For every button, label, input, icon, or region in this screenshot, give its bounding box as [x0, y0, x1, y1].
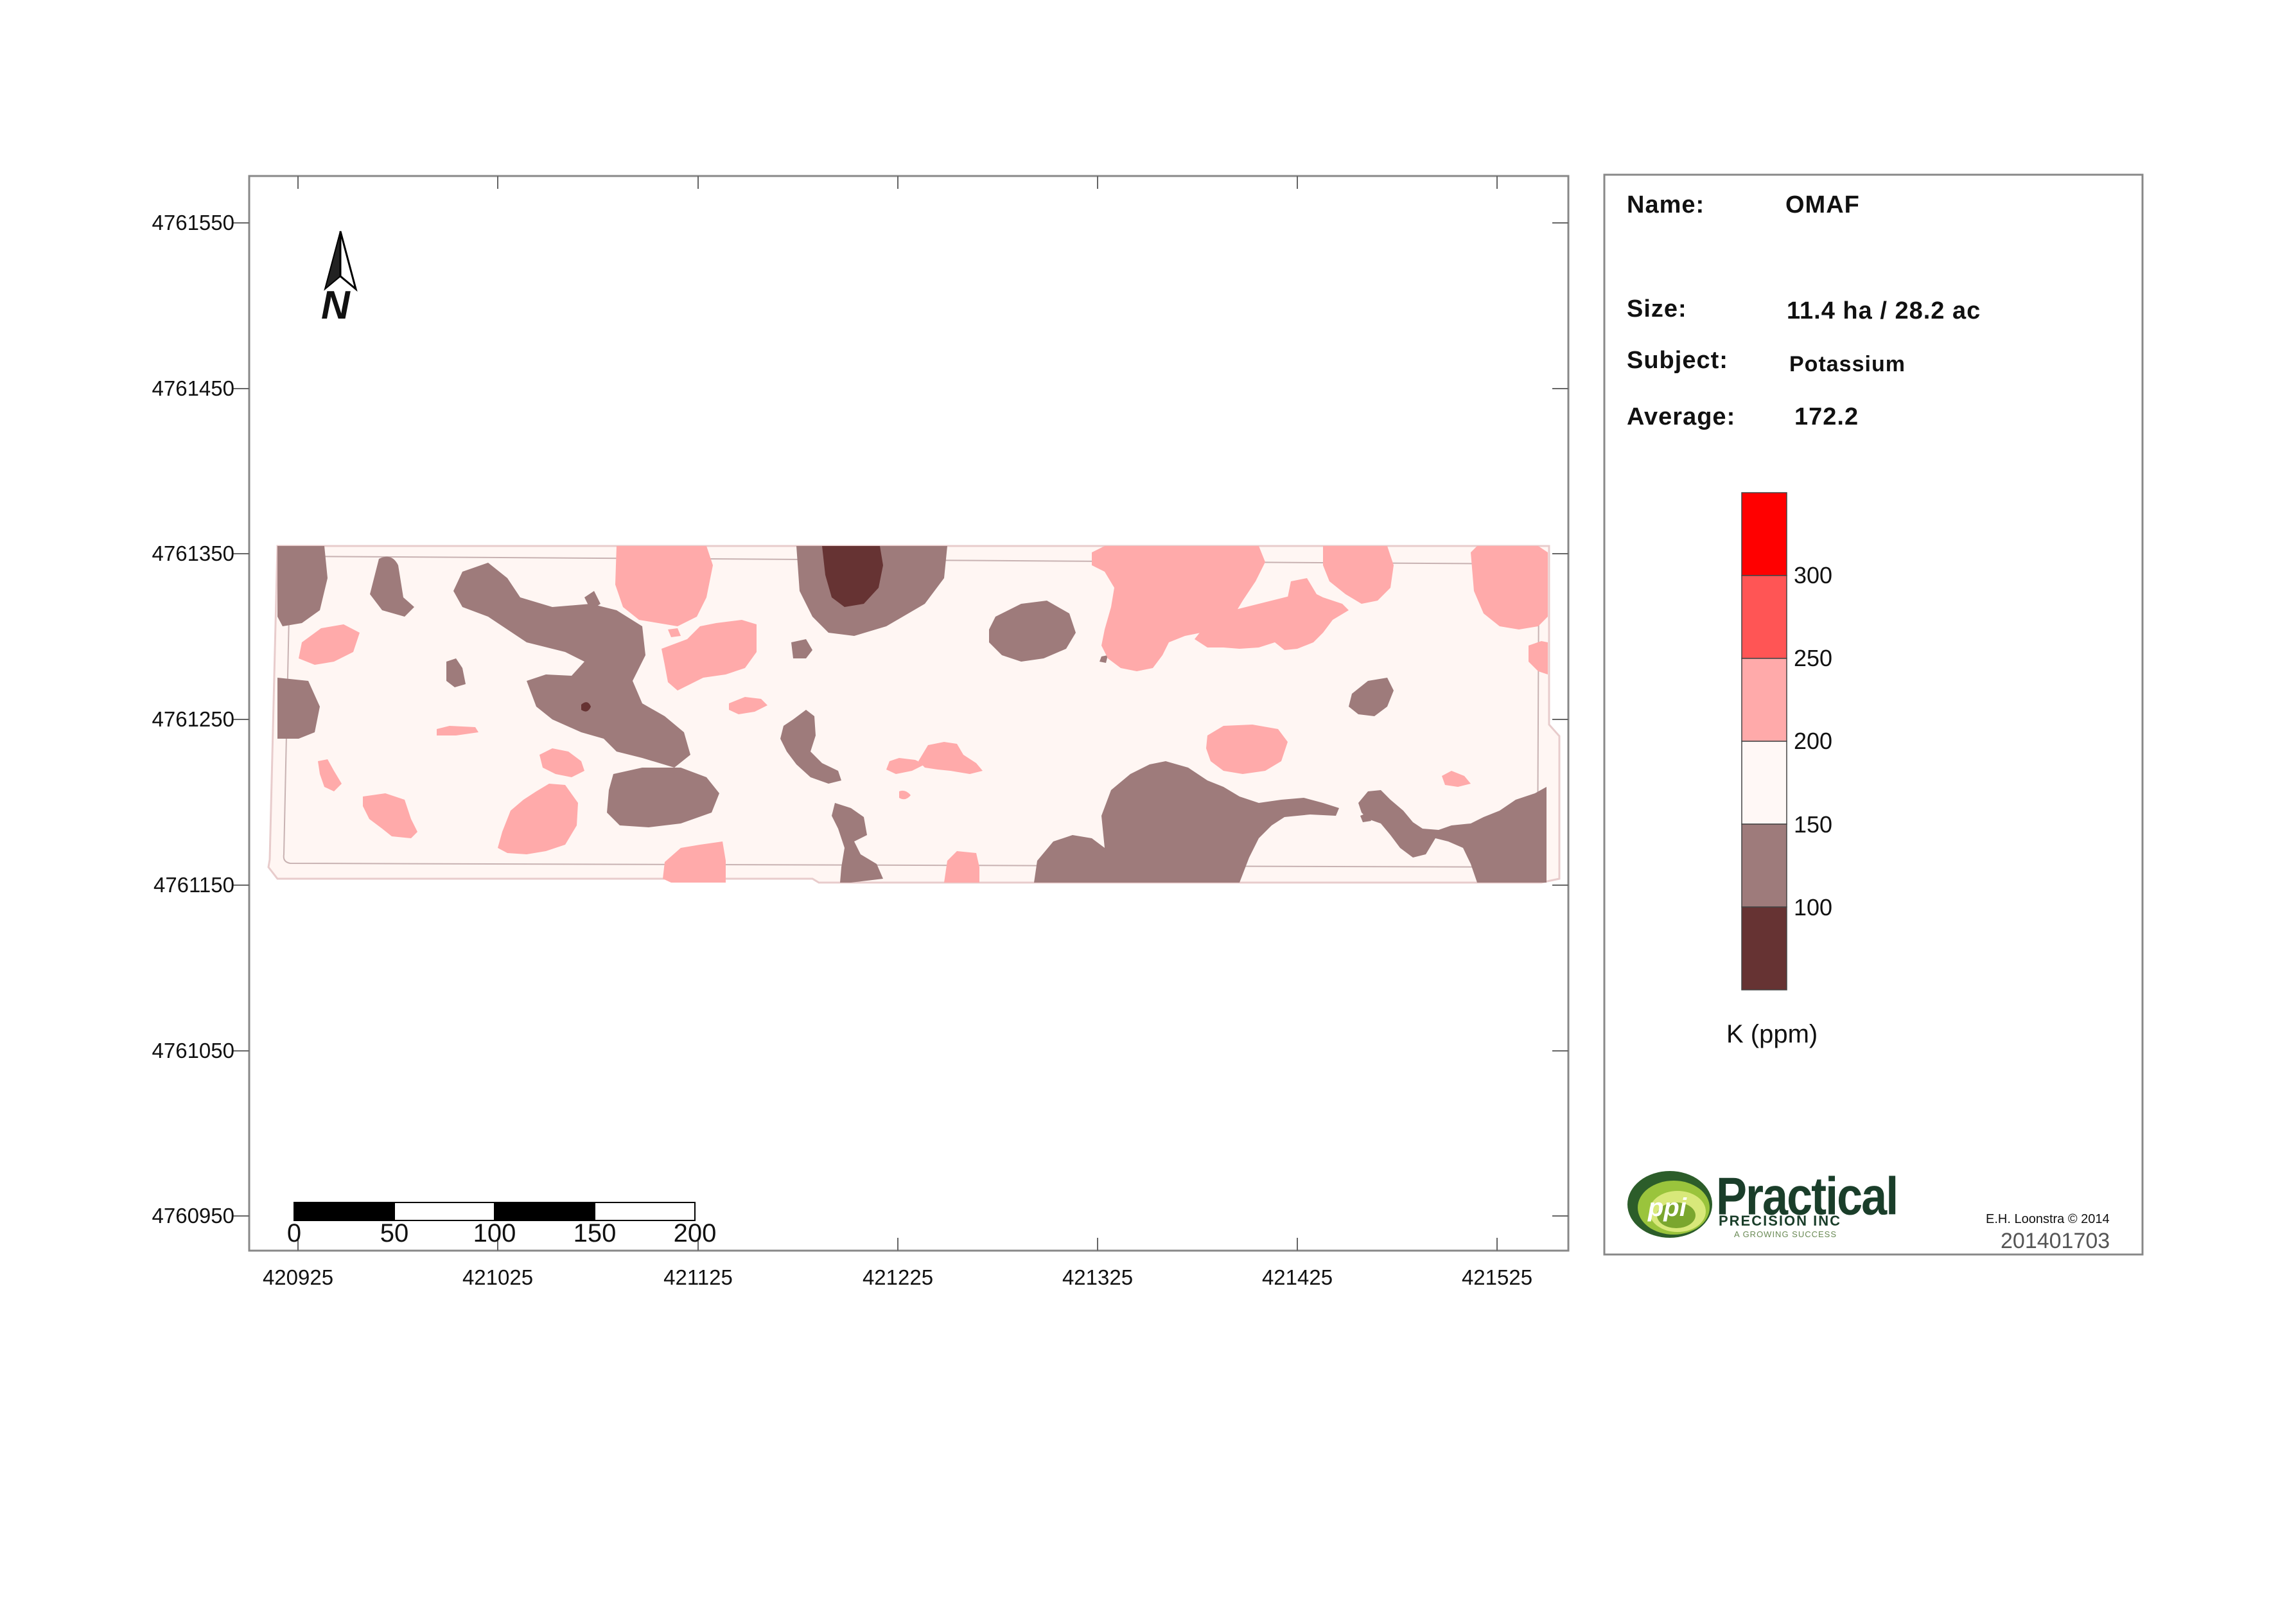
size-label: Size:	[1627, 295, 1687, 322]
scale-bar-label: 100	[473, 1219, 516, 1247]
north-arrow-icon	[324, 231, 358, 292]
x-tick-label: 421325	[1062, 1265, 1134, 1289]
average-label: Average:	[1627, 403, 1736, 430]
scale-bar-segment	[394, 1202, 495, 1221]
x-tick-label: 421125	[663, 1265, 733, 1289]
y-tick-label: 4761450	[152, 376, 234, 400]
north-label: N	[321, 283, 350, 328]
legend-label-250: 250	[1794, 645, 1833, 671]
logo-mark: ppi	[1648, 1193, 1687, 1222]
legend-title: K (ppm)	[1726, 1020, 1818, 1048]
scale-bar-label: 0	[286, 1219, 302, 1247]
y-tick-label: 4761150	[153, 873, 234, 897]
scale-bar-label: 150	[573, 1219, 617, 1247]
legend-swatch	[1741, 741, 1787, 825]
legend-label-300: 300	[1794, 562, 1833, 588]
zone-200-250	[299, 546, 1548, 883]
legend-swatch	[1741, 823, 1787, 908]
scale-bar-segment	[294, 1202, 395, 1221]
x-tick-label: 421225	[862, 1265, 934, 1289]
logo-text: Practical	[1716, 1167, 1898, 1226]
copyright-text: E.H. Loonstra © 2014	[1986, 1212, 2110, 1226]
size-value: 11.4 ha / 28.2 ac	[1787, 297, 1981, 324]
scale-bar-label: 50	[380, 1219, 409, 1247]
legend-ramp	[1741, 492, 1787, 990]
legend-swatch	[1741, 906, 1787, 990]
subject-value: Potassium	[1789, 352, 1906, 376]
name-value: OMAF	[1785, 191, 1860, 218]
scale-bar-segment	[494, 1202, 595, 1221]
zone-100-150	[277, 546, 1547, 883]
y-tick-label: 4761350	[152, 541, 234, 565]
legend-swatch	[1741, 492, 1787, 576]
ticks	[233, 176, 1568, 1251]
scale-bar-label: 200	[673, 1219, 717, 1247]
info-panel-frame	[1603, 173, 2144, 1256]
y-tick-label: 4760950	[152, 1204, 234, 1228]
legend-swatch	[1741, 658, 1787, 742]
legend-label-150: 150	[1794, 811, 1833, 838]
scale-bar	[294, 1202, 696, 1221]
y-tick-label: 4761050	[152, 1039, 234, 1062]
practical-precision-logo-icon	[1627, 1171, 1712, 1238]
subject-label: Subject:	[1627, 347, 1728, 374]
legend-swatch	[1741, 575, 1787, 659]
field	[267, 545, 1561, 884]
x-tick-label: 421425	[1261, 1265, 1333, 1289]
zone-below-100	[581, 546, 883, 712]
name-label: Name:	[1627, 191, 1705, 218]
logo-tagline: A GROWING SUCCESS	[1734, 1229, 1837, 1239]
map-id: 201401703	[2001, 1229, 2110, 1253]
x-tick-label: 421025	[462, 1265, 534, 1289]
legend-label-200: 200	[1794, 728, 1833, 754]
y-tick-label: 4761550	[152, 211, 234, 234]
scale-bar-segment	[594, 1202, 696, 1221]
y-tick-label: 4761250	[152, 707, 234, 731]
x-tick-label: 420925	[262, 1265, 334, 1289]
x-tick-label: 421525	[1461, 1265, 1533, 1289]
logo-subtext: PRECISION INC	[1719, 1213, 1842, 1229]
average-value: 172.2	[1794, 403, 1859, 430]
legend-label-100: 100	[1794, 894, 1833, 920]
